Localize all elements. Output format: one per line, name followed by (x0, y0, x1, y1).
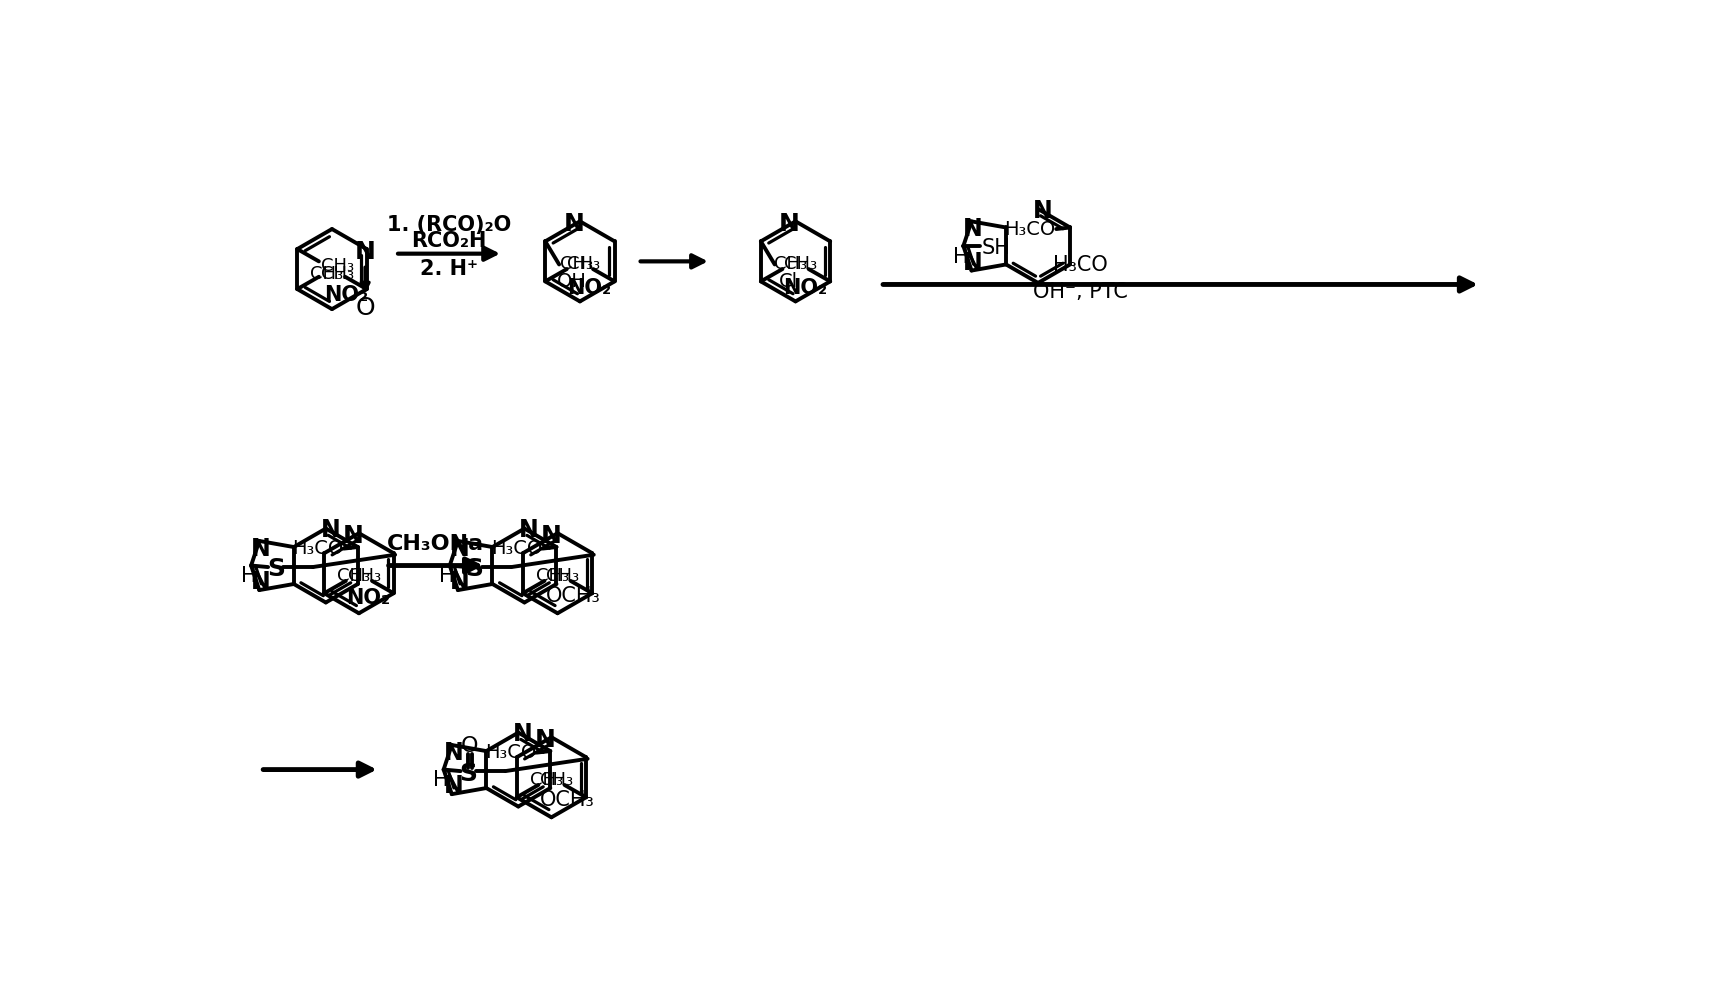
Text: N: N (320, 518, 340, 542)
Text: O: O (462, 736, 479, 756)
Text: CH₃ONa: CH₃ONa (388, 534, 484, 554)
Text: NO₂: NO₂ (783, 277, 828, 297)
Text: H₃CO: H₃CO (1004, 220, 1055, 239)
Text: N: N (513, 722, 534, 746)
Text: OH⁻, PTC: OH⁻, PTC (1033, 282, 1129, 302)
Text: O: O (356, 296, 374, 320)
Text: H₃CO: H₃CO (484, 743, 535, 762)
Text: Cl: Cl (780, 272, 799, 291)
Text: N: N (251, 571, 270, 595)
Text: CH₃: CH₃ (321, 265, 354, 282)
Text: OH: OH (557, 272, 587, 291)
Text: CH₃: CH₃ (540, 771, 573, 790)
Text: OCH₃: OCH₃ (539, 791, 593, 811)
Text: H₃CO: H₃CO (292, 539, 344, 558)
Text: N: N (450, 537, 469, 561)
Text: H₃CO: H₃CO (491, 539, 542, 558)
Text: H₃CO: H₃CO (1053, 256, 1108, 275)
Text: N: N (963, 217, 983, 241)
Text: NO₂: NO₂ (345, 588, 390, 607)
Text: N: N (443, 774, 463, 799)
Text: CH₃: CH₃ (535, 567, 569, 586)
Text: OCH₃: OCH₃ (545, 587, 600, 606)
Text: CH₃: CH₃ (785, 256, 817, 274)
Text: N: N (780, 212, 800, 237)
Text: CH₃: CH₃ (568, 256, 600, 274)
Text: CH₃: CH₃ (773, 256, 807, 274)
Text: N: N (443, 740, 463, 765)
Text: RCO₂H: RCO₂H (412, 231, 487, 251)
Text: N: N (342, 524, 363, 548)
Text: S: S (460, 762, 477, 786)
Text: N: N (450, 571, 469, 595)
Text: CH₃: CH₃ (337, 567, 369, 586)
Text: S: S (267, 557, 286, 581)
Text: N: N (963, 251, 983, 275)
Text: CH₃: CH₃ (559, 256, 593, 274)
Text: NO₂: NO₂ (323, 285, 368, 305)
Text: 2. H⁺: 2. H⁺ (421, 259, 479, 279)
Text: N: N (520, 518, 539, 542)
Text: CH₃: CH₃ (530, 771, 563, 790)
Text: H: H (433, 770, 448, 790)
Text: H: H (952, 247, 968, 267)
Text: CH₃: CH₃ (321, 257, 354, 275)
Text: N: N (540, 524, 563, 548)
Text: CH₃: CH₃ (547, 567, 580, 586)
Text: NO₂: NO₂ (568, 277, 610, 297)
Text: N: N (251, 537, 270, 561)
Text: N: N (563, 212, 585, 237)
Text: SH: SH (982, 238, 1011, 258)
Text: CH₃: CH₃ (347, 567, 381, 586)
Text: CH₃: CH₃ (310, 265, 344, 282)
Text: S: S (465, 557, 484, 581)
Text: N: N (535, 728, 556, 752)
Text: N: N (354, 240, 376, 265)
Text: H: H (241, 566, 256, 587)
Text: N: N (1033, 198, 1053, 223)
Text: 1. (RCO)₂O: 1. (RCO)₂O (386, 215, 511, 235)
Text: H: H (439, 566, 455, 587)
